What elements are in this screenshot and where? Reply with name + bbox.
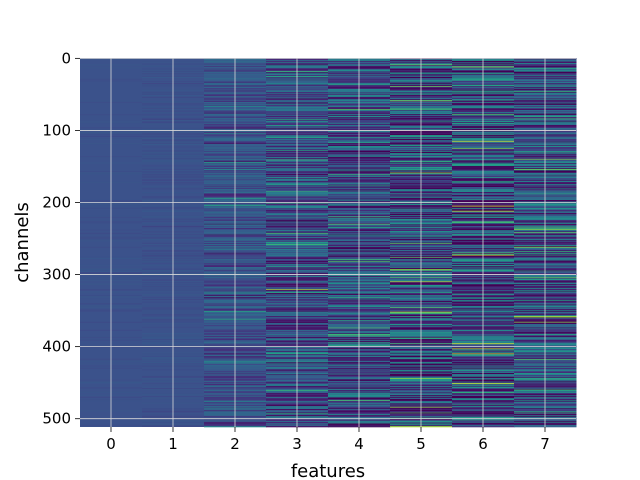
y-tick-label: 500 [42,410,71,428]
x-axis-label: features [291,461,365,480]
y-axis-ticks: 0 100 200 300 400 500 [42,49,80,428]
y-tick-label: 400 [42,338,71,356]
x-tick-label: 6 [478,435,488,453]
x-tick-label: 7 [540,435,550,453]
y-axis-label: channels [12,202,33,283]
x-tick-label: 5 [416,435,426,453]
x-tick-label: 2 [230,435,240,453]
x-tick-label: 4 [354,435,364,453]
x-tick-label: 1 [168,435,178,453]
x-tick-label: 0 [106,435,116,453]
y-tick-label: 300 [42,266,71,284]
x-tick-label: 3 [292,435,302,453]
x-axis-ticks: 0 1 2 3 4 5 6 7 [106,427,550,453]
heatmap-cells [80,58,577,428]
y-tick-label: 0 [61,49,71,67]
grid-lines [80,57,576,427]
y-tick-label: 100 [42,121,71,139]
y-tick-label: 200 [42,194,71,212]
